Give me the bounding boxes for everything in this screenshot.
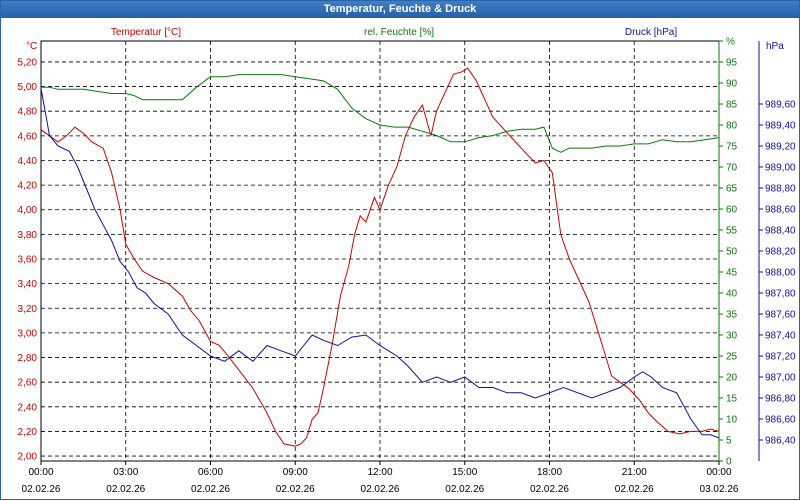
pressure-tick-label: 988,20	[765, 247, 796, 258]
humidity-tick-label: 85	[726, 100, 738, 111]
x-tick-time: 21:00	[622, 467, 647, 478]
pressure-unit-label: hPa	[766, 41, 784, 52]
pressure-tick-label: 986,80	[765, 394, 796, 405]
humidity-tick-label: 50	[726, 247, 738, 258]
pressure-tick-label: 986,40	[765, 436, 796, 447]
x-tick-date: 02.02.26	[530, 484, 569, 495]
humidity-tick-label: 20	[726, 373, 738, 384]
humidity-tick-label: 80	[726, 121, 738, 132]
humidity-tick-label: 25	[726, 352, 738, 363]
humidity-tick-label: 90	[726, 79, 738, 90]
pressure-tick-label: 988,40	[765, 226, 796, 237]
pressure-tick-label: 988,80	[765, 184, 796, 195]
humidity-tick-label: 45	[726, 268, 738, 279]
x-tick-time: 06:00	[198, 467, 223, 478]
x-tick-date: 02.02.26	[361, 484, 400, 495]
temperature-tick-label: 5,00	[18, 82, 38, 93]
humidity-tick-label: 65	[726, 184, 738, 195]
x-tick-date: 02.02.26	[191, 484, 230, 495]
x-tick-date: 02.02.26	[445, 484, 484, 495]
humidity-tick-label: 70	[726, 163, 738, 174]
x-tick-date: 02.02.26	[615, 484, 654, 495]
x-tick-time: 00:00	[706, 467, 731, 478]
pressure-series-line	[40, 88, 720, 439]
pressure-tick-label: 987,40	[765, 331, 796, 342]
temperature-tick-label: 2,40	[18, 402, 38, 413]
temperature-tick-label: 4,00	[18, 205, 38, 216]
temperature-unit-label: °C	[26, 41, 37, 52]
pressure-tick-label: 986,60	[765, 415, 796, 426]
humidity-tick-label: 35	[726, 310, 738, 321]
pressure-tick-label: 988,60	[765, 205, 796, 216]
pressure-tick-label: 989,20	[765, 142, 796, 153]
humidity-tick-label: 0	[726, 457, 732, 468]
temperature-tick-label: 2,80	[18, 353, 38, 364]
humidity-tick-label: 95	[726, 58, 738, 69]
humidity-series-line	[41, 74, 720, 153]
humidity-tick-label: 40	[726, 289, 738, 300]
temperature-tick-label: 3,80	[18, 230, 38, 241]
humidity-tick-label: 30	[726, 331, 738, 342]
temperature-tick-label: 5,20	[18, 57, 38, 68]
legend-pressure: Druck [hPa]	[625, 27, 677, 38]
pressure-tick-label: 989,40	[765, 121, 796, 132]
humidity-tick-label: 55	[726, 226, 738, 237]
x-tick-time: 12:00	[367, 467, 392, 478]
pressure-tick-label: 988,00	[765, 268, 796, 279]
x-tick-time: 15:00	[452, 467, 477, 478]
chart-title: Temperatur, Feuchte & Druck	[1, 1, 799, 18]
humidity-tick-label: 60	[726, 205, 738, 216]
pressure-tick-label: 987,20	[765, 352, 796, 363]
pressure-tick-label: 987,60	[765, 310, 796, 321]
pressure-tick-label: 987,00	[765, 373, 796, 384]
x-tick-time: 00:00	[28, 467, 53, 478]
humidity-tick-label: 5	[726, 436, 732, 447]
temperature-series-line	[40, 67, 720, 447]
x-tick-time: 03:00	[113, 467, 138, 478]
temperature-tick-label: 4,20	[18, 181, 38, 192]
temperature-tick-label: 2,00	[18, 452, 38, 463]
x-tick-time: 09:00	[283, 467, 308, 478]
legend-temperature: Temperatur [°C]	[111, 27, 181, 38]
temperature-tick-label: 4,80	[18, 107, 38, 118]
temperature-tick-label: 2,20	[18, 427, 38, 438]
humidity-unit-label: %	[726, 37, 735, 48]
temperature-tick-label: 2,60	[18, 378, 38, 389]
x-tick-date: 02.02.26	[22, 484, 61, 495]
pressure-tick-label: 989,00	[765, 163, 796, 174]
pressure-tick-label: 987,80	[765, 289, 796, 300]
humidity-tick-label: 15	[726, 394, 738, 405]
temperature-tick-label: 4,60	[18, 131, 38, 142]
x-tick-date: 02.02.26	[276, 484, 315, 495]
humidity-tick-label: 75	[726, 142, 738, 153]
temperature-tick-label: 3,60	[18, 255, 38, 266]
x-tick-time: 18:00	[537, 467, 562, 478]
x-tick-date: 03.02.26	[700, 484, 739, 495]
x-tick-date: 02.02.26	[106, 484, 145, 495]
humidity-tick-label: 10	[726, 415, 738, 426]
legend-humidity: rel. Feuchte [%]	[364, 27, 434, 38]
temperature-tick-label: 3,00	[18, 328, 38, 339]
temperature-tick-label: 3,40	[18, 279, 38, 290]
temperature-tick-label: 4,40	[18, 156, 38, 167]
temperature-tick-label: 3,20	[18, 304, 38, 315]
pressure-tick-label: 989,60	[765, 100, 796, 111]
